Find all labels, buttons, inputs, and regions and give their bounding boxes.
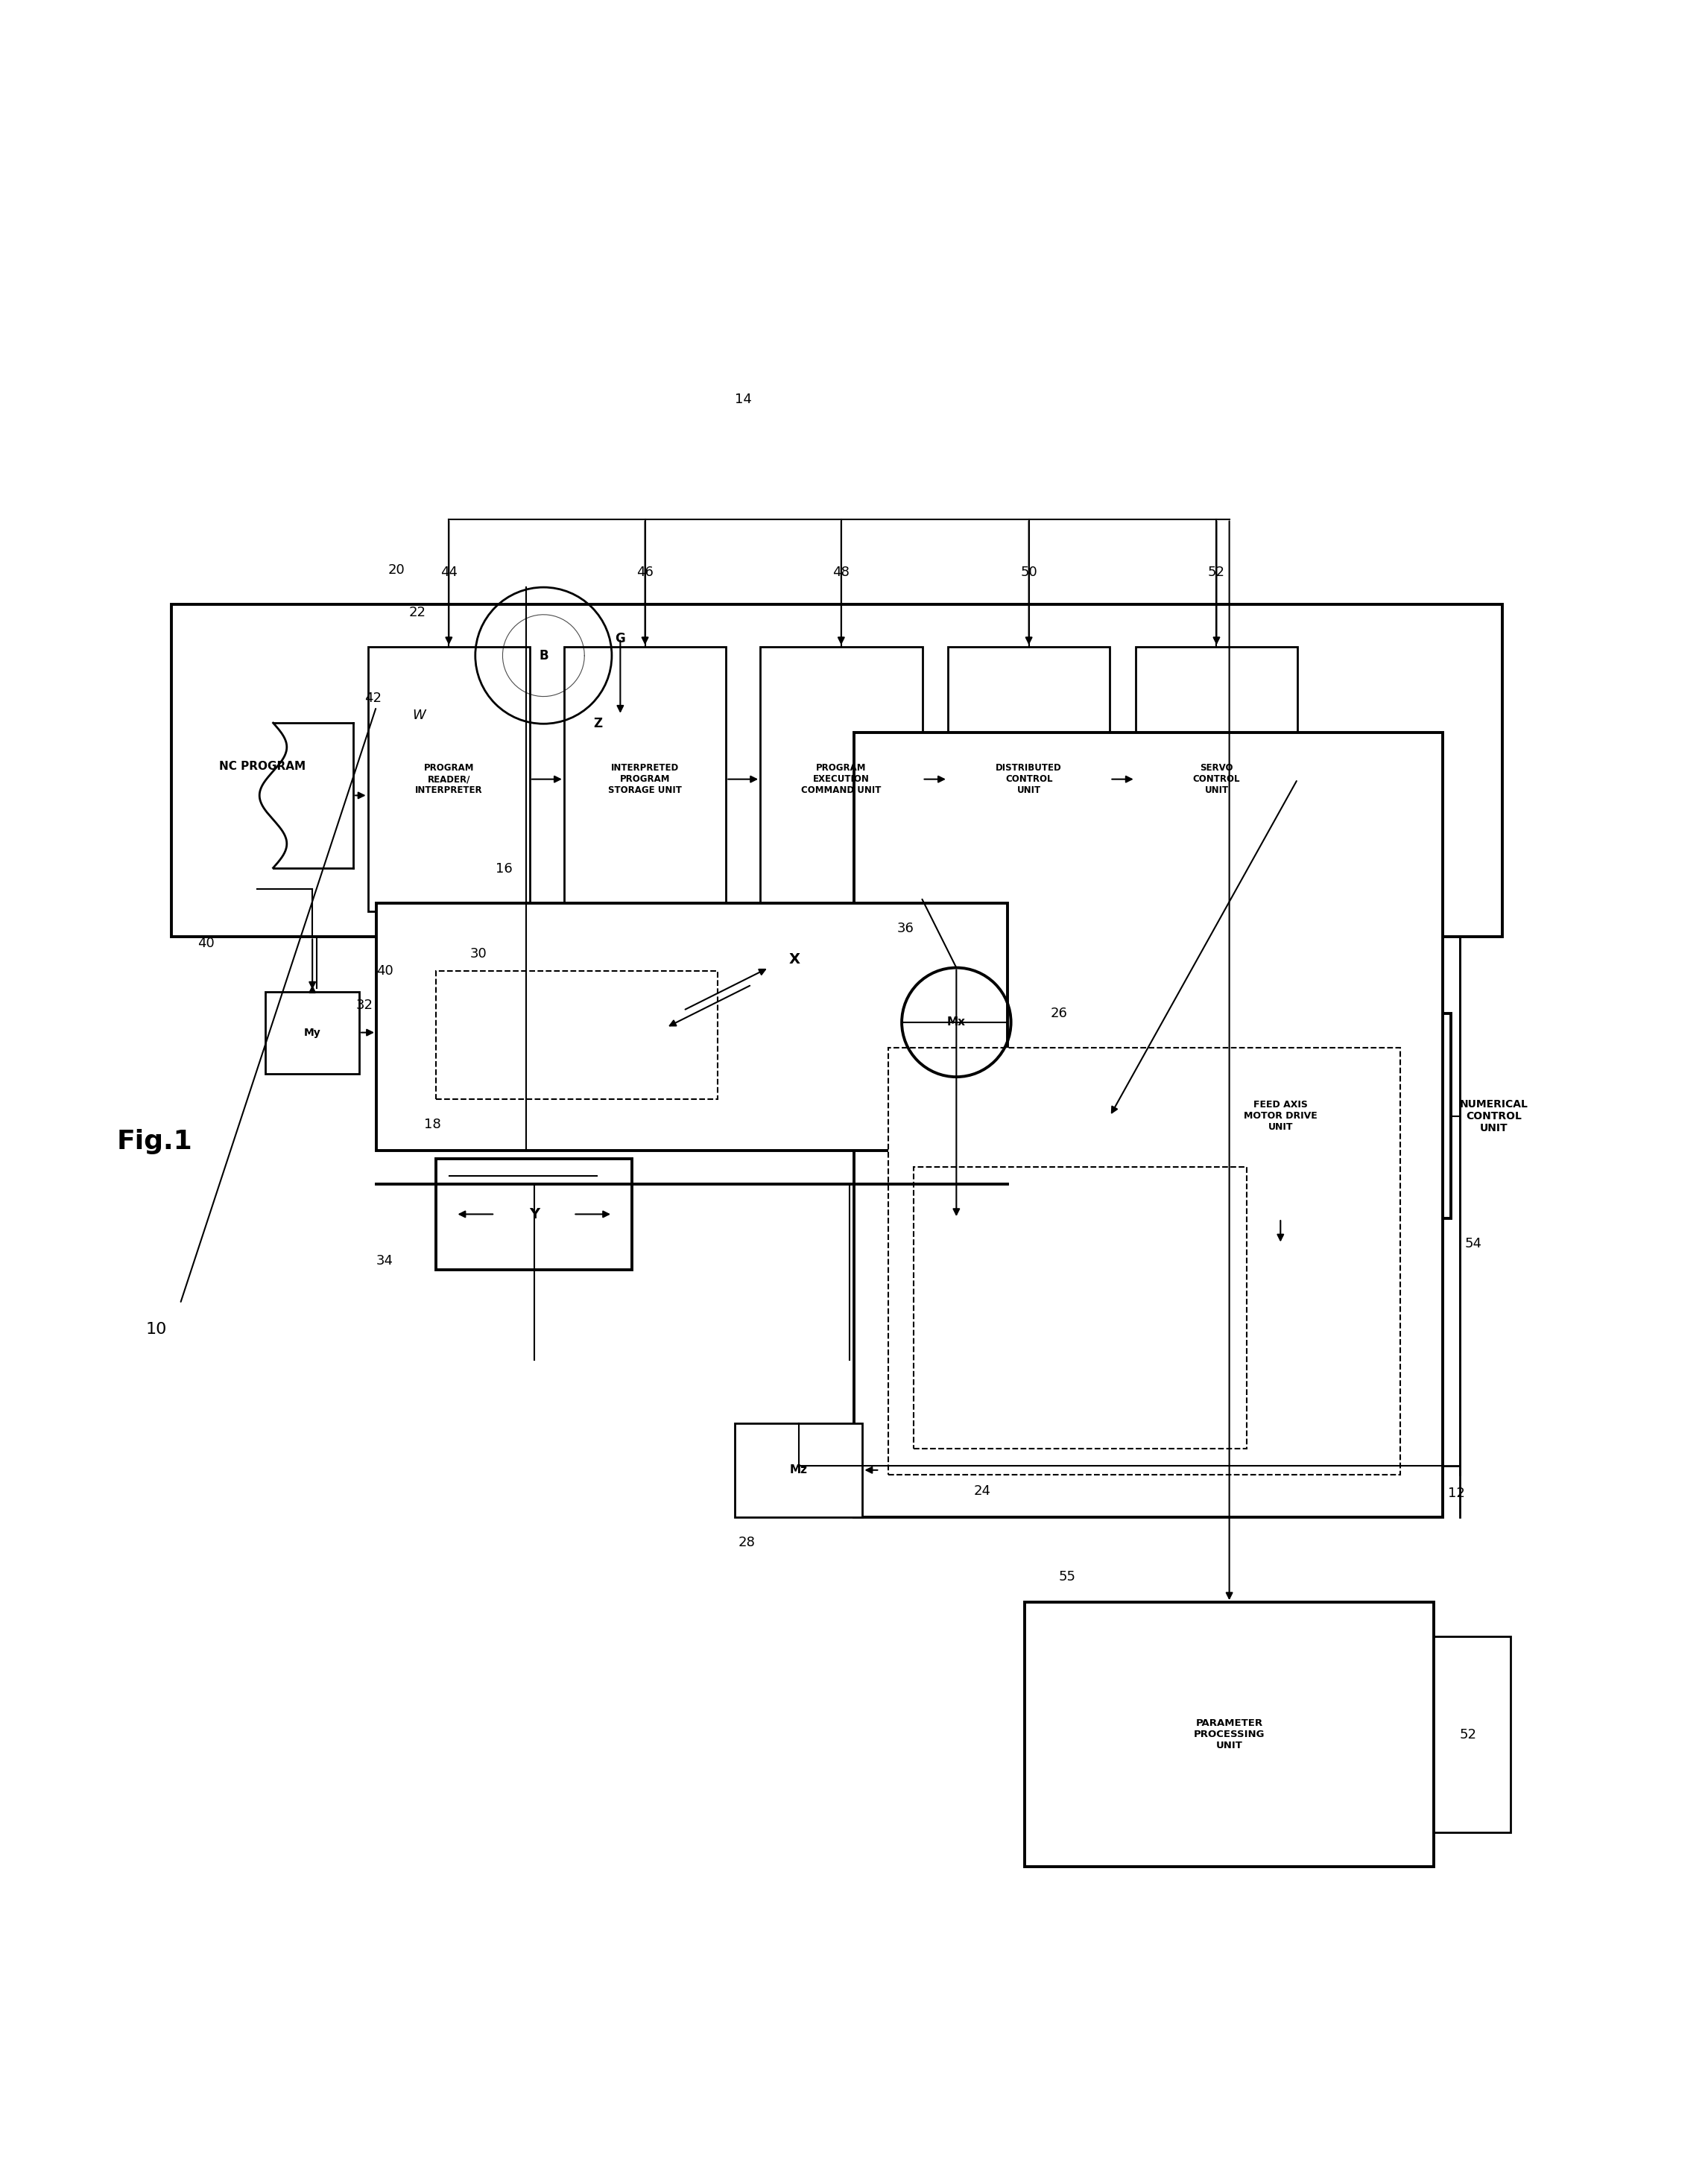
- Text: 55: 55: [1059, 1571, 1076, 1584]
- Text: PARAMETER
PROCESSING
UNIT: PARAMETER PROCESSING UNIT: [1194, 1718, 1266, 1751]
- Text: 48: 48: [834, 565, 849, 578]
- Text: 16: 16: [495, 861, 512, 876]
- FancyBboxPatch shape: [1435, 1636, 1512, 1833]
- Text: 18: 18: [424, 1119, 441, 1132]
- Text: 10: 10: [147, 1322, 167, 1337]
- FancyBboxPatch shape: [1136, 647, 1298, 911]
- Text: PROGRAM
READER/
INTERPRETER: PROGRAM READER/ INTERPRETER: [415, 764, 483, 794]
- FancyBboxPatch shape: [760, 647, 922, 911]
- Text: 20: 20: [388, 563, 405, 578]
- FancyBboxPatch shape: [1110, 1013, 1452, 1218]
- FancyBboxPatch shape: [948, 647, 1110, 911]
- FancyBboxPatch shape: [1025, 1601, 1435, 1868]
- Text: My: My: [304, 1028, 321, 1039]
- FancyBboxPatch shape: [914, 1166, 1247, 1448]
- FancyBboxPatch shape: [436, 972, 717, 1099]
- Text: SERVO
CONTROL
UNIT: SERVO CONTROL UNIT: [1192, 764, 1240, 794]
- Text: INTERPRETED
PROGRAM
STORAGE UNIT: INTERPRETED PROGRAM STORAGE UNIT: [608, 764, 681, 794]
- Text: 36: 36: [897, 922, 914, 935]
- Text: Mz: Mz: [789, 1465, 808, 1476]
- Text: 50: 50: [1020, 565, 1037, 578]
- Text: PROGRAM
EXECUTION
COMMAND UNIT: PROGRAM EXECUTION COMMAND UNIT: [801, 764, 881, 794]
- FancyBboxPatch shape: [265, 991, 359, 1073]
- Text: Z: Z: [594, 716, 603, 731]
- Text: NC PROGRAM: NC PROGRAM: [219, 762, 306, 773]
- Text: 32: 32: [355, 998, 372, 1013]
- FancyBboxPatch shape: [734, 1424, 863, 1517]
- Text: B: B: [538, 649, 548, 662]
- Text: 26: 26: [1050, 1006, 1068, 1021]
- Text: FEED AXIS
MOTOR DRIVE
UNIT: FEED AXIS MOTOR DRIVE UNIT: [1243, 1099, 1317, 1132]
- Text: 24: 24: [974, 1485, 991, 1497]
- Text: NUMERICAL
CONTROL
UNIT: NUMERICAL CONTROL UNIT: [1460, 1099, 1529, 1134]
- Text: Mx: Mx: [946, 1017, 965, 1028]
- Text: 52: 52: [1208, 565, 1225, 578]
- Text: 52: 52: [1460, 1727, 1477, 1742]
- Text: X: X: [789, 952, 799, 967]
- Text: 40: 40: [376, 965, 393, 978]
- Text: 22: 22: [408, 606, 425, 619]
- Text: 30: 30: [470, 948, 487, 961]
- FancyBboxPatch shape: [564, 647, 726, 911]
- Text: W: W: [412, 708, 425, 723]
- FancyBboxPatch shape: [367, 647, 529, 911]
- Text: DISTRIBUTED
CONTROL
UNIT: DISTRIBUTED CONTROL UNIT: [996, 764, 1062, 794]
- FancyBboxPatch shape: [888, 1047, 1401, 1474]
- Text: 54: 54: [1465, 1238, 1483, 1251]
- Text: Y: Y: [529, 1208, 540, 1220]
- Text: G: G: [615, 632, 625, 645]
- Text: 46: 46: [637, 565, 654, 578]
- Text: 28: 28: [738, 1536, 755, 1549]
- Text: 12: 12: [1448, 1487, 1465, 1500]
- Text: 34: 34: [376, 1255, 393, 1268]
- FancyBboxPatch shape: [436, 1158, 632, 1270]
- FancyBboxPatch shape: [376, 902, 1008, 1151]
- FancyBboxPatch shape: [854, 731, 1443, 1517]
- Text: 40: 40: [196, 937, 214, 950]
- Text: 14: 14: [734, 394, 752, 407]
- Text: Fig.1: Fig.1: [118, 1130, 193, 1153]
- Text: 42: 42: [364, 692, 381, 705]
- Text: 44: 44: [441, 565, 458, 578]
- FancyBboxPatch shape: [171, 604, 1503, 937]
